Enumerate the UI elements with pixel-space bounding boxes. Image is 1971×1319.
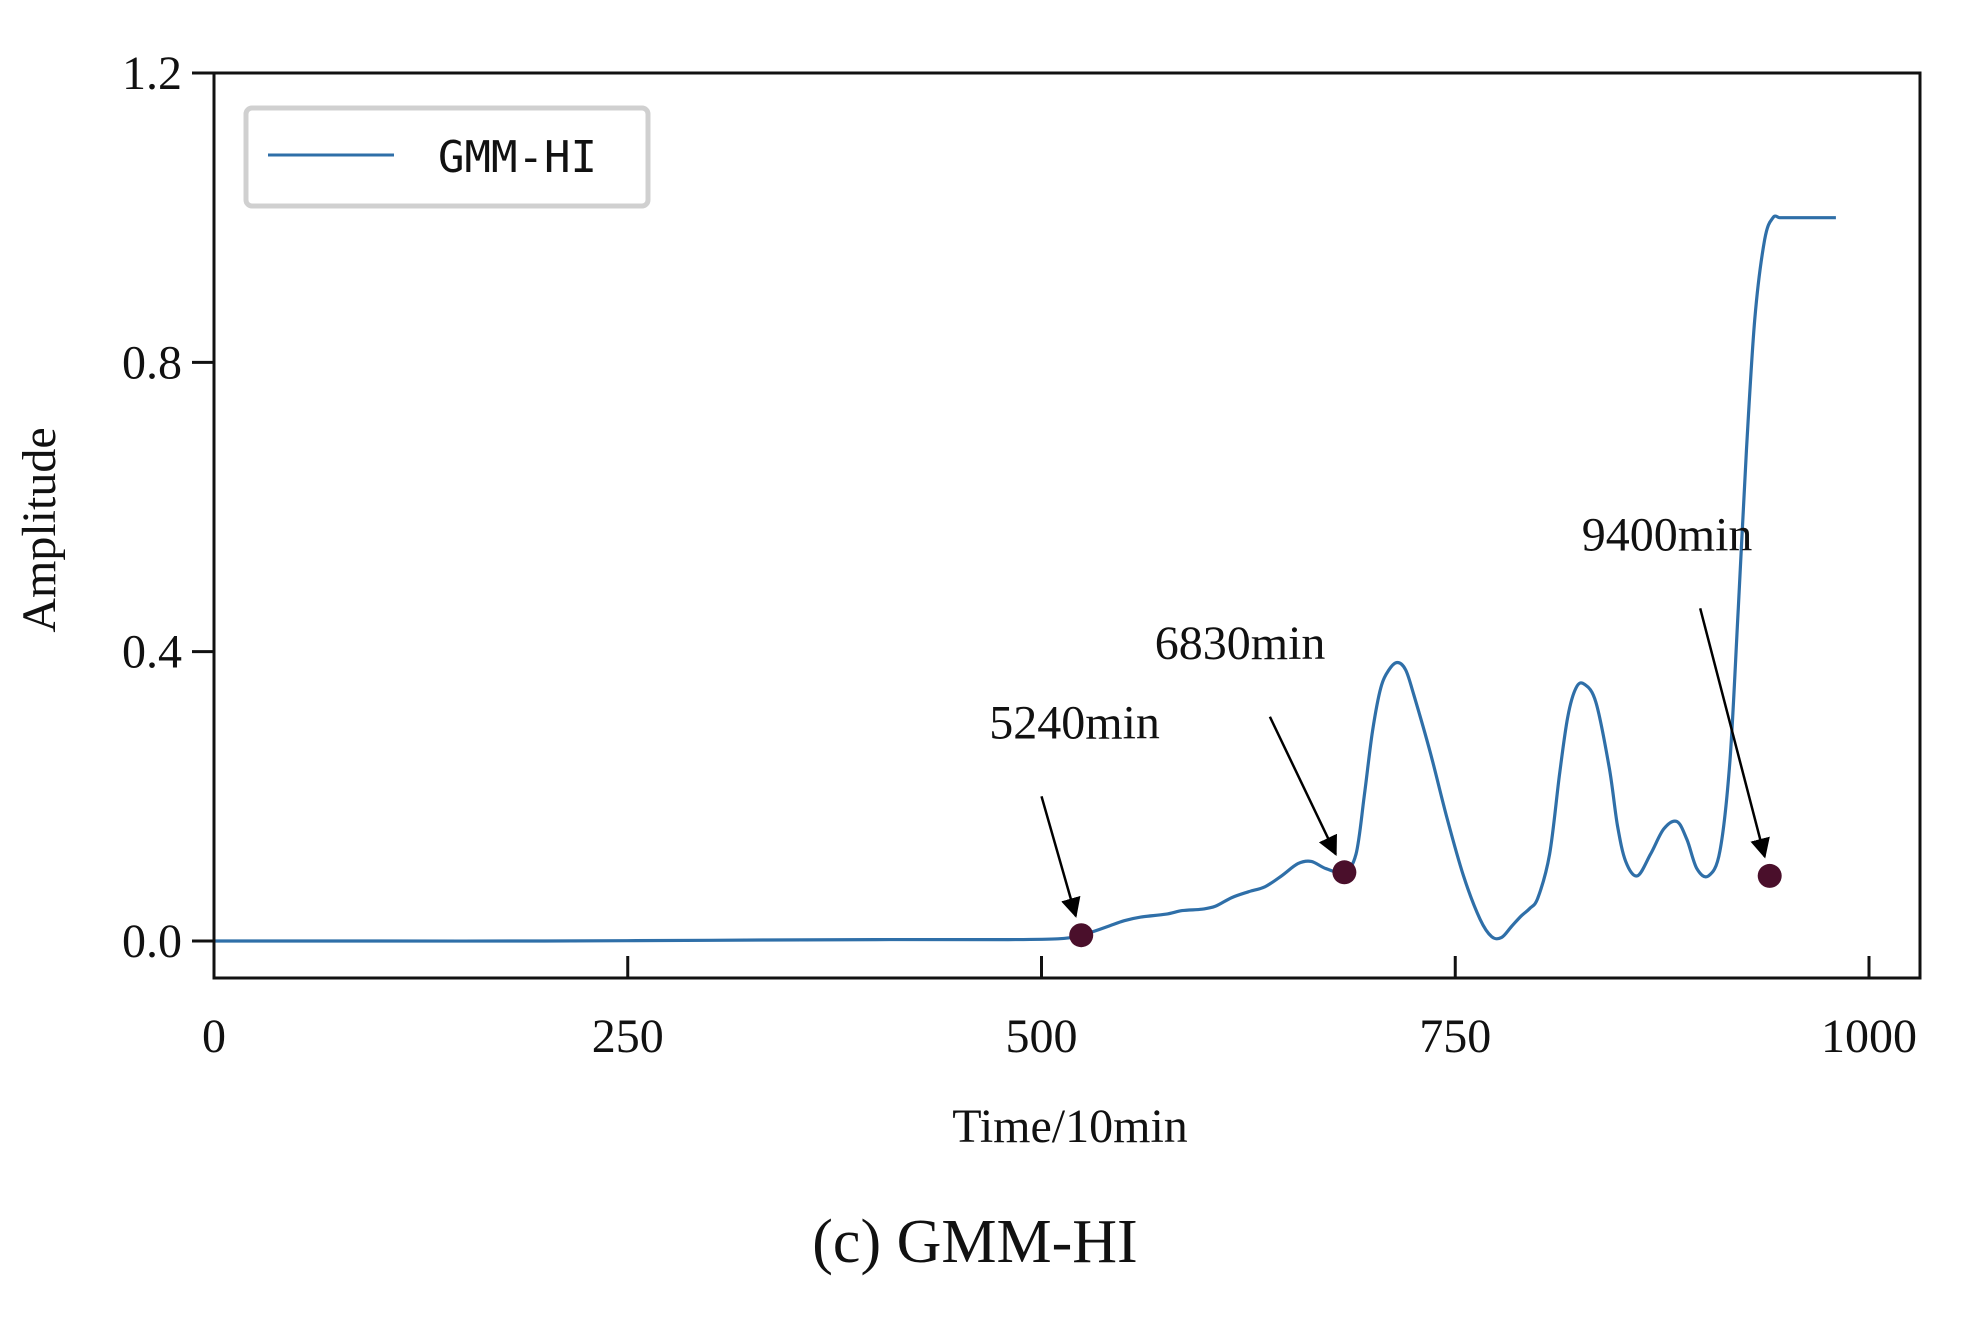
series-layer: [214, 214, 1836, 943]
y-tick-label: 1.2: [122, 47, 182, 100]
y-tick-label: 0.4: [122, 626, 182, 679]
series-line-gmm-hi: [214, 214, 1836, 943]
legend-label: GMM-HI: [438, 132, 597, 183]
annotation-point: [1757, 863, 1782, 888]
plot-frame: [212, 71, 1922, 980]
figure-caption: (c) GMM-HI: [812, 1208, 1137, 1276]
annotation-label: 9400min: [1582, 508, 1753, 561]
x-tick-label: 0: [202, 1010, 226, 1063]
ticks-layer: 0 250 500 750 1000 0.0 0.4 0.8 1.2: [122, 47, 1917, 1063]
legend-box: [243, 105, 651, 209]
annotation-arrow: [1040, 795, 1081, 918]
y-tick-label: 0.0: [122, 915, 182, 968]
annotation-arrow: [1268, 716, 1337, 857]
annotation-label: 5240min: [989, 696, 1160, 749]
x-axis-label: Time/10min: [952, 1100, 1188, 1153]
y-tick-label: 0.8: [122, 336, 182, 389]
annotation-point: [1069, 923, 1094, 948]
x-tick-label: 250: [592, 1010, 664, 1063]
x-tick-label: 750: [1419, 1010, 1491, 1063]
annotation-label: 6830min: [1155, 617, 1326, 670]
annotation-arrow: [1698, 607, 1770, 859]
x-tick-label: 500: [1006, 1010, 1078, 1063]
legend: GMM-HI: [243, 105, 651, 209]
x-tick-label: 1000: [1821, 1010, 1917, 1063]
y-axis-label: Amplitude: [13, 427, 66, 632]
annotation-point: [1332, 860, 1357, 885]
annotation-layer: 5240min 6830min 9400min: [989, 508, 1782, 948]
